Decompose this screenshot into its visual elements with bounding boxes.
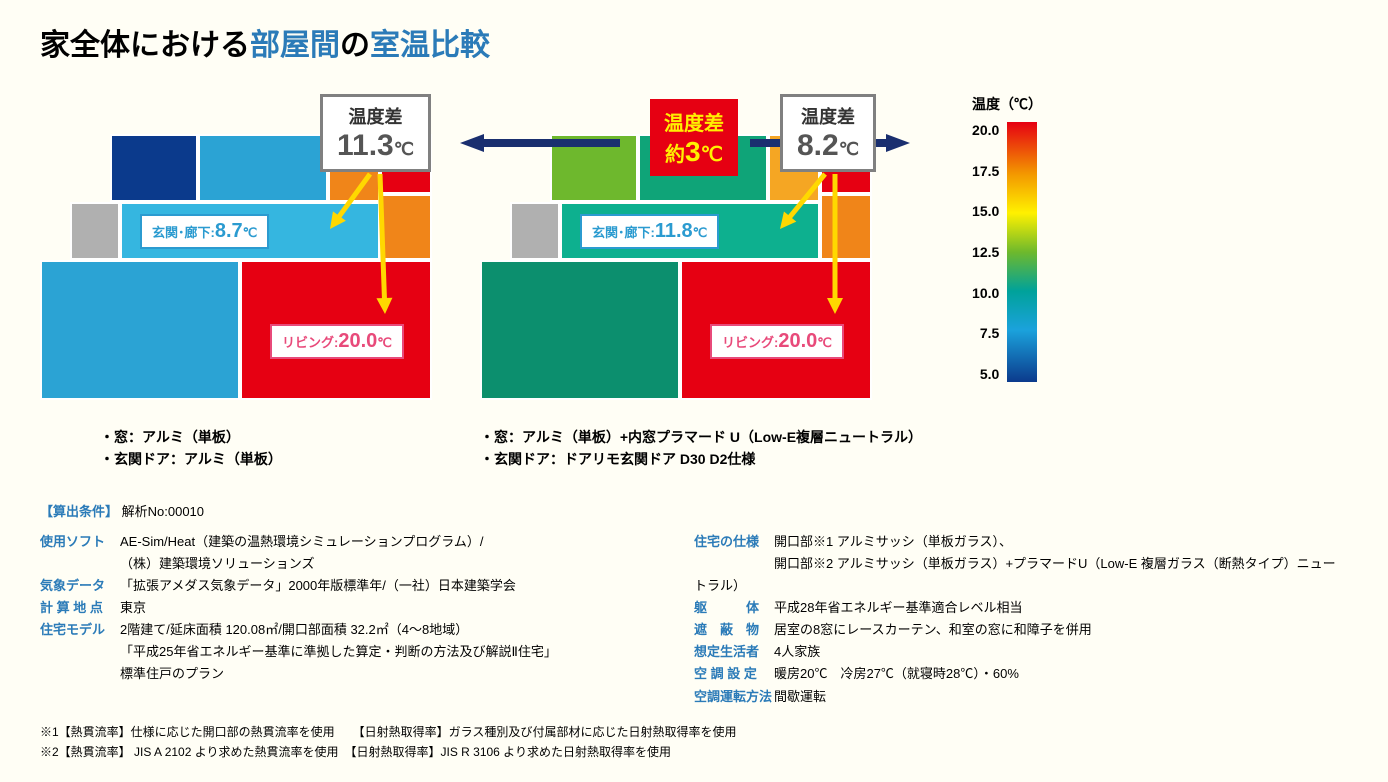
diff-arrow-icon <box>368 162 397 326</box>
room-temp-label: 玄関･廊下:8.7℃ <box>140 214 269 249</box>
condition-label: 空調運転方法 <box>694 686 774 708</box>
diff-value: 11.3℃ <box>337 129 414 163</box>
room-block <box>40 260 240 400</box>
diagram-area: 温度差 約3℃ 温度差11.3℃玄関･廊下:8.7℃リビング:20.0℃ ・窓：… <box>40 94 1348 471</box>
condition-value: 東京 <box>120 600 146 615</box>
conditions-left-column: 使用ソフトAE-Sim/Heat（建築の温熱環境シミュレーションプログラム）/ （… <box>40 531 694 708</box>
legend-title: 温度（℃） <box>972 94 1042 114</box>
room-block <box>110 134 198 202</box>
title-accent2: 室温比較 <box>370 29 490 62</box>
diff-label: 温度差 <box>797 103 859 129</box>
room-block <box>70 202 120 260</box>
condition-value: 開口部※1 アルミサッシ（単板ガラス）、 <box>774 534 1012 549</box>
diff-arrow-icon <box>823 162 847 326</box>
center-badge-line2: 約3℃ <box>664 136 724 168</box>
page-title: 家全体における部屋間の室温比較 <box>40 20 1348 64</box>
condition-row: 躯 体平成28年省エネルギー基準適合レベル相当 <box>694 597 1348 619</box>
center-temp-diff-badge: 温度差 約3℃ <box>650 99 738 176</box>
condition-value: 平成28年省エネルギー基準適合レベル相当 <box>774 600 1022 615</box>
floorplan-left-column: 温度差11.3℃ 玄関･廊下:8.7℃ リビング:20.0℃ ・窓：アルミ（単板）・… <box>40 94 460 471</box>
spec-right: ・窓：アルミ（単板）+内窓プラマード U（Low-E複層ニュートラル）・玄関ドア… <box>480 426 922 471</box>
condition-row: 住宅モデル2階建て/延床面積 120.08㎡/開口部面積 32.2㎡（4～8地域… <box>40 619 694 641</box>
legend-tick: 15.0 <box>972 203 999 219</box>
condition-label: 空 調 設 定 <box>694 663 774 685</box>
footnote-line: ※1【熱貫流率】仕様に応じた開口部の熱貫流率を使用 【日射熱取得率】ガラス種別及… <box>40 722 1348 742</box>
spec-left: ・窓：アルミ（単板）・玄関ドア：アルミ（単板） <box>100 426 282 471</box>
diff-value: 8.2℃ <box>797 129 859 163</box>
footnote-line: ※2【熱貫流率】 JIS A 2102 より求めた熱貫流率を使用 【日射熱取得率… <box>40 742 1348 762</box>
temperature-legend: 温度（℃） 20.0 17.5 15.0 12.5 10.0 7.5 5.0 <box>972 94 1042 382</box>
legend-tick: 12.5 <box>972 244 999 260</box>
condition-value: 開口部※2 アルミサッシ（単板ガラス）+プラマードU（Low-E 複層ガラス（断… <box>694 556 1336 593</box>
conditions-header: 【算出条件】 解析No:00010 <box>40 501 1348 523</box>
title-mid: の <box>340 29 370 62</box>
room-block <box>198 134 328 202</box>
spec-line: ・玄関ドア：アルミ（単板） <box>100 448 282 470</box>
condition-row: 計 算 地 点東京 <box>40 597 694 619</box>
condition-value: （株）建築環境ソリューションズ <box>120 556 314 571</box>
temp-diff-box: 温度差11.3℃ <box>320 94 431 172</box>
conditions-section: 【算出条件】 解析No:00010 使用ソフトAE-Sim/Heat（建築の温熱… <box>40 501 1348 708</box>
condition-value: AE-Sim/Heat（建築の温熱環境シミュレーションプログラム）/ <box>120 534 483 549</box>
condition-label: 遮 蔽 物 <box>694 619 774 641</box>
title-pre: 家全体における <box>40 29 250 62</box>
condition-row: 開口部※2 アルミサッシ（単板ガラス）+プラマードU（Low-E 複層ガラス（断… <box>694 553 1348 597</box>
condition-row: 遮 蔽 物居室の8窓にレースカーテン、和室の窓に和障子を併用 <box>694 619 1348 641</box>
legend-tick: 20.0 <box>972 122 999 138</box>
legend-ticks: 20.0 17.5 15.0 12.5 10.0 7.5 5.0 <box>972 122 999 382</box>
condition-value: 4人家族 <box>774 644 820 659</box>
condition-label: 住宅モデル <box>40 619 120 641</box>
footnotes: ※1【熱貫流率】仕様に応じた開口部の熱貫流率を使用 【日射熱取得率】ガラス種別及… <box>40 722 1348 763</box>
condition-value: 「拡張アメダス気象データ」2000年版標準年/（一社）日本建築学会 <box>120 578 516 593</box>
legend-tick: 17.5 <box>972 163 999 179</box>
conditions-right-column: 住宅の仕様開口部※1 アルミサッシ（単板ガラス）、開口部※2 アルミサッシ（単板… <box>694 531 1348 708</box>
title-accent1: 部屋間 <box>250 29 340 62</box>
spec-line: ・窓：アルミ（単板）+内窓プラマード U（Low-E複層ニュートラル） <box>480 426 922 448</box>
condition-value: 暖房20℃ 冷房27℃（就寝時28℃）・60% <box>774 666 1019 681</box>
condition-row: 住宅の仕様開口部※1 アルミサッシ（単板ガラス）、 <box>694 531 1348 553</box>
room-temp-label: 玄関･廊下:11.8℃ <box>580 214 719 249</box>
condition-label: 計 算 地 点 <box>40 597 120 619</box>
condition-value: 標準住戸のプラン <box>120 666 224 681</box>
condition-value: 間歇運転 <box>774 689 826 704</box>
room-temp-label: リビング:20.0℃ <box>710 324 844 359</box>
condition-label: 想定生活者 <box>694 641 774 663</box>
condition-row: （株）建築環境ソリューションズ <box>40 553 694 575</box>
legend-tick: 10.0 <box>972 285 999 301</box>
room-block <box>480 260 680 400</box>
legend-gradient-bar <box>1007 122 1037 382</box>
condition-row: 標準住戸のプラン <box>40 663 694 685</box>
condition-value: 居室の8窓にレースカーテン、和室の窓に和障子を併用 <box>774 622 1092 637</box>
room-block <box>510 202 560 260</box>
condition-row: 空 調 設 定暖房20℃ 冷房27℃（就寝時28℃）・60% <box>694 663 1348 685</box>
condition-row: 空調運転方法間歇運転 <box>694 686 1348 708</box>
condition-label: 使用ソフト <box>40 531 120 553</box>
condition-label: 気象データ <box>40 575 120 597</box>
compare-arrow-left <box>460 134 620 152</box>
spec-line: ・玄関ドア：ドアリモ玄関ドア D30 D2仕様 <box>480 448 922 470</box>
diff-label: 温度差 <box>337 103 414 129</box>
legend-tick: 5.0 <box>972 366 999 382</box>
floorplan-right: 温度差8.2℃玄関･廊下:11.8℃リビング:20.0℃ <box>480 134 900 414</box>
condition-row: 気象データ「拡張アメダス気象データ」2000年版標準年/（一社）日本建築学会 <box>40 575 694 597</box>
temp-diff-box: 温度差8.2℃ <box>780 94 876 172</box>
condition-row: 使用ソフトAE-Sim/Heat（建築の温熱環境シミュレーションプログラム）/ <box>40 531 694 553</box>
floorplan-left: 温度差11.3℃玄関･廊下:8.7℃リビング:20.0℃ <box>40 134 460 414</box>
condition-label: 住宅の仕様 <box>694 531 774 553</box>
center-badge-line1: 温度差 <box>664 107 724 136</box>
condition-value: 2階建て/延床面積 120.08㎡/開口部面積 32.2㎡（4～8地域） <box>120 622 468 637</box>
spec-line: ・窓：アルミ（単板） <box>100 426 282 448</box>
condition-value: 「平成25年省エネルギー基準に準拠した算定・判断の方法及び解説Ⅱ住宅」 <box>120 644 557 659</box>
condition-row: 「平成25年省エネルギー基準に準拠した算定・判断の方法及び解説Ⅱ住宅」 <box>40 641 694 663</box>
legend-tick: 7.5 <box>972 325 999 341</box>
condition-row: 想定生活者4人家族 <box>694 641 1348 663</box>
condition-label: 躯 体 <box>694 597 774 619</box>
room-temp-label: リビング:20.0℃ <box>270 324 404 359</box>
